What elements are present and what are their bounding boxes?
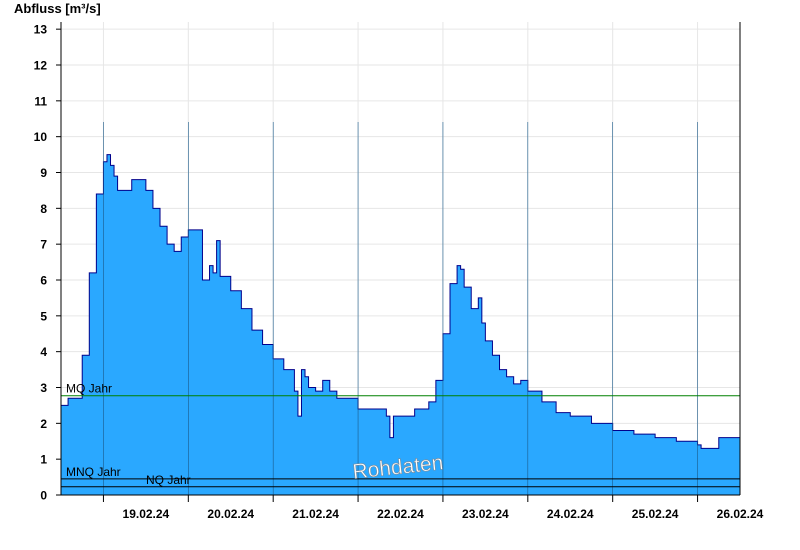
y-tick-label: 13 [34, 23, 48, 37]
y-tick-label: 7 [40, 238, 47, 252]
x-tick-label: 24.02.24 [547, 507, 594, 521]
y-tick-label: 1 [40, 453, 47, 467]
reference-line-label: MNQ Jahr [66, 465, 121, 479]
x-tick-label: 22.02.24 [377, 507, 424, 521]
y-tick-label: 3 [40, 381, 47, 395]
y-tick-label: 11 [34, 94, 47, 108]
y-tick-label: 2 [40, 417, 47, 431]
x-tick-label: 19.02.24 [123, 507, 170, 521]
x-tick-label: 26.02.24 [717, 507, 764, 521]
y-tick-label: 12 [34, 59, 48, 73]
x-tick-label: 25.02.24 [632, 507, 679, 521]
x-tick-label: 23.02.24 [462, 507, 509, 521]
y-tick-label: 10 [34, 130, 48, 144]
y-tick-label: 5 [40, 309, 47, 323]
y-tick-label: 9 [40, 166, 47, 180]
discharge-area [61, 154, 740, 496]
y-tick-label: 0 [40, 489, 47, 503]
reference-line-label: NQ Jahr [146, 473, 191, 487]
y-tick-label: 6 [40, 274, 47, 288]
x-tick-label: 21.02.24 [292, 507, 339, 521]
x-tick-label: 20.02.24 [207, 507, 254, 521]
y-tick-label: 4 [40, 345, 47, 359]
y-tick-label: 8 [40, 202, 47, 216]
reference-line-label: MQ Jahr [66, 382, 112, 396]
reference-lines: MQ Jahr MNQ Jahr NQ Jahr [61, 122, 740, 495]
y-axis-label: Abfluss [m³/s] [14, 1, 101, 16]
